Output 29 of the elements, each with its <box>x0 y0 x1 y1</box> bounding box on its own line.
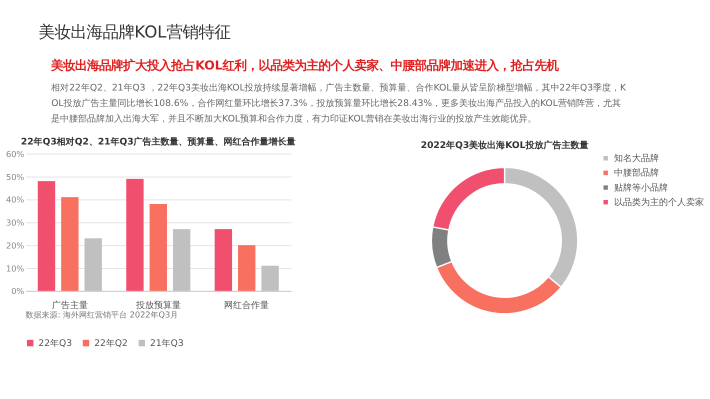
y-tick-label: 40% <box>6 194 24 205</box>
chart-title: 22年Q3相对Q2、21年Q3广告主数量、预算量、网红合作量增长量 <box>20 136 296 148</box>
x-tick-label: 投放预算量 <box>134 300 181 311</box>
chart-title: 2022年Q3美妆出海KOL投放广告主数量 <box>420 140 588 152</box>
legend-label: 以品类为主的个人卖家 <box>614 196 704 208</box>
legend-label: 贴牌等小品牌 <box>614 182 668 194</box>
legend-label: 中腰部品牌 <box>614 168 659 179</box>
legend-label: 22年Q3 <box>38 338 72 349</box>
legend-label: 知名大品牌 <box>614 153 659 164</box>
text: 美妆出海品牌KOL营销特征 <box>38 22 230 42</box>
source-note: 数据来源: 海外网红营销平台 2022年Q3月 <box>26 309 178 320</box>
x-tick-label: 网红合作量 <box>224 300 270 311</box>
y-tick-label: 0% <box>11 286 24 296</box>
bar <box>214 229 232 291</box>
bar <box>126 178 144 291</box>
y-tick-label: 20% <box>6 240 24 250</box>
x-tick-label: 广告主量 <box>52 300 88 311</box>
y-tick-label: 10% <box>6 263 24 274</box>
y-tick-label: 60% <box>6 148 24 159</box>
y-tick-label: 30% <box>6 218 24 228</box>
text: 相对22年Q2、21年Q3 ，22年Q3美妆出海KOL投放持续显著增幅，广告主数量、预算量、合作KOL量从皆呈阶梯型增幅，其中22年Q3季度，KOL投放广告主量同比增长108.6%，合作网红量环比增长37.3%，投放预算量环比增长28.43%，更多美妆出海产品投入的KOL营销阵营，尤其是中腰部品牌加入出海大军，并且不断加大KOL预算和合作力度，有力印证KOL营销在美妆出海行业的投放产生效能优异。 <box>51 82 628 125</box>
legend-label: 21年Q3 <box>150 338 184 349</box>
bar <box>238 245 256 291</box>
text: 美妆出海品牌扩大投入抢占KOL红利，以品类为主的个人卖家、中腰部品牌加速进入，抢占先机 <box>50 58 559 73</box>
y-tick-label: 50% <box>6 172 24 182</box>
bar <box>38 181 56 291</box>
legend-label: 22年Q2 <box>94 338 128 349</box>
bar <box>150 204 167 291</box>
bar <box>61 197 79 291</box>
